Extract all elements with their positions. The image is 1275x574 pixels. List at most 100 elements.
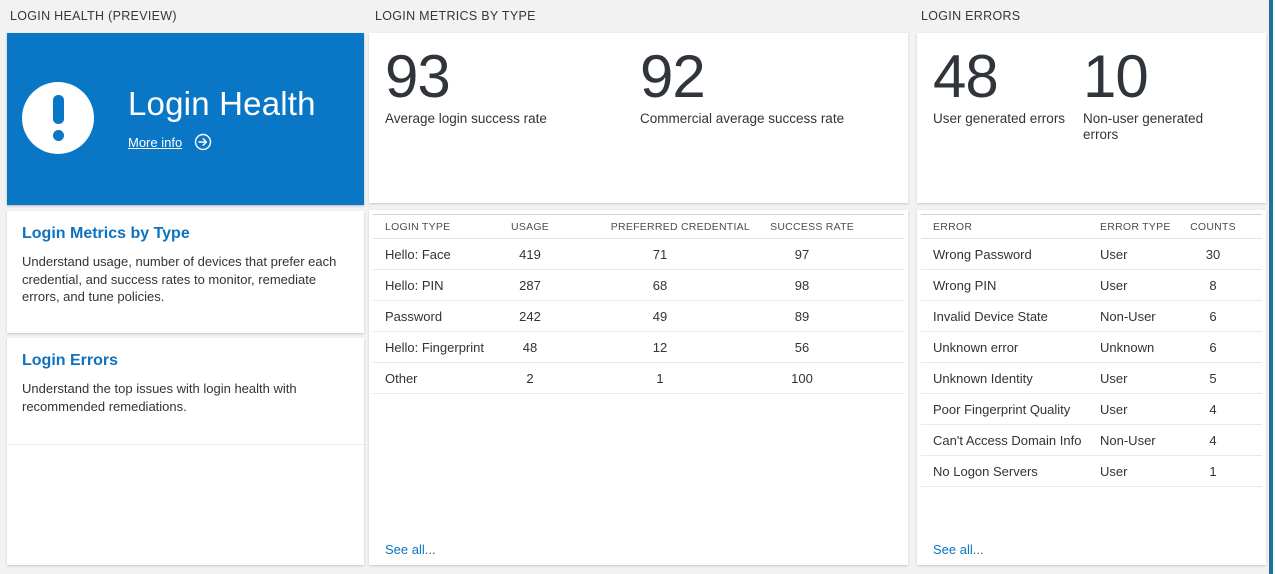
cell: 6 (1209, 308, 1217, 324)
cell: Poor Fingerprint Quality (933, 401, 1071, 417)
cell: Other (385, 370, 418, 386)
cell: 48 (522, 339, 538, 355)
cell: Password (385, 308, 443, 324)
cell: 98 (794, 277, 810, 293)
more-info-row: More info (128, 133, 316, 151)
cell: Invalid Device State (933, 308, 1048, 324)
section-header-login-health: LOGIN HEALTH (PREVIEW) (10, 9, 177, 23)
cell: Unknown (1100, 339, 1155, 355)
login-errors-section-card[interactable]: Login Errors Understand the top issues w… (7, 338, 364, 565)
cell: Non-User (1100, 308, 1156, 324)
cell: 419 (519, 246, 541, 262)
login-metrics-stats-card: 93 Average login success rate 92 Commerc… (369, 33, 908, 203)
stat-commercial-average-success-rate: 92 Commercial average success rate (640, 46, 844, 127)
cell: 97 (794, 246, 810, 262)
table-row: Invalid Device State Non-User 6 (921, 301, 1262, 332)
cell: User (1100, 401, 1128, 417)
cell: 49 (652, 308, 668, 324)
tile-title: Login Health (128, 85, 316, 122)
login-errors-section-title: Login Errors (22, 352, 119, 369)
login-metrics-section-card[interactable]: Login Metrics by Type Understand usage, … (7, 211, 364, 333)
login-metrics-section-title: Login Metrics by Type (22, 225, 190, 242)
column-header: USAGE (510, 220, 549, 233)
exclamation-dot (52, 130, 64, 141)
cell: No Logon Servers (933, 463, 1038, 479)
table-header-row: ERROR ERROR TYPE COUNTS (921, 214, 1262, 239)
section-header-login-errors: LOGIN ERRORS (921, 9, 1021, 23)
column-header: PREFERRED CREDENTIAL (610, 220, 750, 233)
cell: 242 (519, 308, 541, 324)
login-metrics-section-description: Understand usage, number of devices that… (22, 254, 337, 304)
login-metrics-table-card: LOGIN TYPE USAGE PREFERRED CREDENTIAL SU… (369, 210, 908, 565)
column-header: COUNTS (1190, 220, 1236, 233)
arrow-right-circle-icon[interactable] (194, 133, 212, 151)
stat-label: Commercial average success rate (640, 111, 845, 126)
cell: Wrong PIN (933, 277, 997, 293)
cell: 89 (794, 308, 810, 324)
cell: Hello: Fingerprint (385, 339, 484, 355)
exclamation-circle-icon (22, 82, 94, 154)
section-header-login-metrics: LOGIN METRICS BY TYPE (375, 9, 536, 23)
cell: 100 (791, 370, 813, 386)
stat-value: 10 (1083, 43, 1149, 110)
stat-user-generated-errors: 48 User generated errors (933, 46, 1065, 127)
stat-value: 92 (640, 43, 706, 110)
stat-label: Non-user generated errors (1083, 111, 1204, 142)
cell: 56 (794, 339, 810, 355)
login-health-tile[interactable]: Login Health More info (7, 33, 364, 205)
table-row: Wrong Password User 30 (921, 239, 1262, 270)
cell: Unknown error (933, 339, 1019, 355)
cell: 5 (1209, 370, 1217, 386)
table-row: No Logon Servers User 1 (921, 456, 1262, 487)
stat-value: 93 (385, 43, 451, 110)
stat-non-user-generated-errors: 10 Non-user generated errors (1083, 46, 1215, 143)
stat-label: User generated errors (933, 111, 1066, 126)
table-row: Unknown Identity User 5 (921, 363, 1262, 394)
see-all-link[interactable]: See all... (933, 542, 984, 557)
column-header: ERROR TYPE (1100, 220, 1171, 233)
stat-label: Average login success rate (385, 111, 547, 126)
cell: 4 (1209, 432, 1217, 448)
table-row: Wrong PIN User 8 (921, 270, 1262, 301)
table-row: Hello: PIN 287 68 98 (373, 270, 904, 301)
login-metrics-table: LOGIN TYPE USAGE PREFERRED CREDENTIAL SU… (373, 214, 904, 394)
table-row: Unknown error Unknown 6 (921, 332, 1262, 363)
cell: User (1100, 246, 1128, 262)
blade-edge-line (1269, 0, 1273, 574)
cell: 71 (652, 246, 668, 262)
column-header: ERROR (933, 220, 973, 233)
cell: Unknown Identity (933, 370, 1033, 386)
cell: 1 (1209, 463, 1217, 479)
login-errors-section-description: Understand the top issues with login hea… (22, 381, 297, 414)
table-row: Poor Fingerprint Quality User 4 (921, 394, 1262, 425)
stat-value: 48 (933, 43, 999, 110)
cell: Can't Access Domain Info (933, 432, 1082, 448)
table-row: Can't Access Domain Info Non-User 4 (921, 425, 1262, 456)
cell: 6 (1209, 339, 1217, 355)
stat-average-login-success-rate: 93 Average login success rate (385, 46, 547, 127)
cell: Hello: Face (385, 246, 451, 262)
table-header-row: LOGIN TYPE USAGE PREFERRED CREDENTIAL SU… (373, 214, 904, 239)
table-row: Hello: Face 419 71 97 (373, 239, 904, 270)
table-row: Other 2 1 100 (373, 363, 904, 394)
table-row: Hello: Fingerprint 48 12 56 (373, 332, 904, 363)
section-divider (7, 444, 364, 445)
more-info-link[interactable]: More info (128, 134, 183, 150)
cell: 1 (656, 370, 664, 386)
cell: User (1100, 370, 1128, 386)
cell: User (1100, 463, 1128, 479)
tile-body: Login Health More info (128, 85, 316, 151)
column-header: LOGIN TYPE (385, 220, 451, 233)
cell: Wrong Password (933, 246, 1032, 262)
table-row: Password 242 49 89 (373, 301, 904, 332)
cell: 12 (652, 339, 668, 355)
cell: 8 (1209, 277, 1217, 293)
exclamation-bar (52, 95, 64, 124)
see-all-link[interactable]: See all... (385, 542, 436, 557)
cell: User (1100, 277, 1128, 293)
blade-edge-gutter (1273, 0, 1275, 574)
cell: 30 (1205, 246, 1221, 262)
cell: 287 (519, 277, 541, 293)
cell: 2 (526, 370, 534, 386)
